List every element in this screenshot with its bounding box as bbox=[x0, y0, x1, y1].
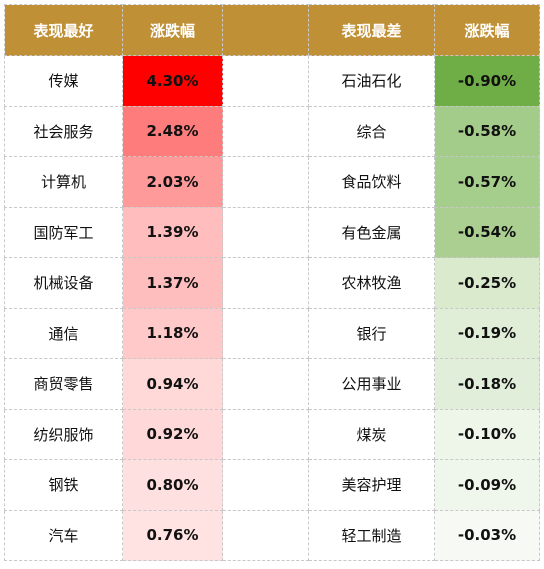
worst-sector-change: -0.09% bbox=[434, 459, 540, 511]
best-sector-name: 通信 bbox=[4, 307, 123, 359]
worst-name-header: 表现最差 bbox=[308, 4, 435, 56]
gap-cell bbox=[222, 55, 309, 107]
worst-sector-name: 有色金属 bbox=[308, 206, 435, 258]
worst-sector-change: -0.54% bbox=[434, 206, 540, 258]
best-sector-name: 国防军工 bbox=[4, 206, 123, 258]
best-sector-name: 计算机 bbox=[4, 156, 123, 208]
worst-sector-name: 公用事业 bbox=[308, 358, 435, 410]
gap-cell bbox=[222, 459, 309, 511]
best-name-header: 表现最好 bbox=[4, 4, 123, 56]
worst-sector-name: 轻工制造 bbox=[308, 509, 435, 561]
best-sector-name: 钢铁 bbox=[4, 459, 123, 511]
best-sector-name: 商贸零售 bbox=[4, 358, 123, 410]
best-sector-change: 2.48% bbox=[122, 105, 223, 157]
gap-cell bbox=[222, 105, 309, 157]
worst-sector-change: -0.58% bbox=[434, 105, 540, 157]
worst-sector-name: 农林牧渔 bbox=[308, 257, 435, 309]
best-sector-change: 0.94% bbox=[122, 358, 223, 410]
gap-cell bbox=[222, 408, 309, 460]
worst-sector-name: 综合 bbox=[308, 105, 435, 157]
gap-cell bbox=[222, 509, 309, 561]
worst-sector-change: -0.25% bbox=[434, 257, 540, 309]
best-sector-change: 2.03% bbox=[122, 156, 223, 208]
best-sector-change: 0.80% bbox=[122, 459, 223, 511]
gap-cell bbox=[222, 257, 309, 309]
table-row: 纺织服饰 0.92% 煤炭 -0.10% bbox=[4, 408, 540, 460]
worst-sector-name: 煤炭 bbox=[308, 408, 435, 460]
gap-cell bbox=[222, 307, 309, 359]
worst-sector-name: 食品饮料 bbox=[308, 156, 435, 208]
worst-sector-name: 银行 bbox=[308, 307, 435, 359]
gap-cell bbox=[222, 206, 309, 258]
sector-performance-table: 表现最好 涨跌幅 表现最差 涨跌幅 传媒 4.30% 石油石化 -0.90% 社… bbox=[4, 4, 540, 561]
table-row: 计算机 2.03% 食品饮料 -0.57% bbox=[4, 156, 540, 208]
best-change-header: 涨跌幅 bbox=[122, 4, 223, 56]
worst-sector-change: -0.03% bbox=[434, 509, 540, 561]
best-sector-change: 1.37% bbox=[122, 257, 223, 309]
best-sector-change: 0.76% bbox=[122, 509, 223, 561]
table-row: 通信 1.18% 银行 -0.19% bbox=[4, 307, 540, 359]
table-row: 国防军工 1.39% 有色金属 -0.54% bbox=[4, 206, 540, 258]
table-row: 社会服务 2.48% 综合 -0.58% bbox=[4, 105, 540, 157]
header-row: 表现最好 涨跌幅 表现最差 涨跌幅 bbox=[4, 4, 540, 56]
best-sector-change: 0.92% bbox=[122, 408, 223, 460]
table-row: 商贸零售 0.94% 公用事业 -0.18% bbox=[4, 358, 540, 410]
worst-sector-name: 美容护理 bbox=[308, 459, 435, 511]
table-row: 传媒 4.30% 石油石化 -0.90% bbox=[4, 55, 540, 107]
best-sector-change: 1.18% bbox=[122, 307, 223, 359]
best-sector-change: 1.39% bbox=[122, 206, 223, 258]
best-sector-name: 传媒 bbox=[4, 55, 123, 107]
worst-sector-change: -0.19% bbox=[434, 307, 540, 359]
best-sector-name: 社会服务 bbox=[4, 105, 123, 157]
worst-sector-change: -0.10% bbox=[434, 408, 540, 460]
worst-sector-change: -0.57% bbox=[434, 156, 540, 208]
gap-header bbox=[222, 4, 309, 56]
table-row: 汽车 0.76% 轻工制造 -0.03% bbox=[4, 509, 540, 561]
gap-cell bbox=[222, 358, 309, 410]
table-row: 机械设备 1.37% 农林牧渔 -0.25% bbox=[4, 257, 540, 309]
worst-sector-change: -0.18% bbox=[434, 358, 540, 410]
best-sector-name: 机械设备 bbox=[4, 257, 123, 309]
best-sector-name: 汽车 bbox=[4, 509, 123, 561]
gap-cell bbox=[222, 156, 309, 208]
worst-change-header: 涨跌幅 bbox=[434, 4, 540, 56]
best-sector-name: 纺织服饰 bbox=[4, 408, 123, 460]
worst-sector-change: -0.90% bbox=[434, 55, 540, 107]
best-sector-change: 4.30% bbox=[122, 55, 223, 107]
worst-sector-name: 石油石化 bbox=[308, 55, 435, 107]
table-row: 钢铁 0.80% 美容护理 -0.09% bbox=[4, 459, 540, 511]
